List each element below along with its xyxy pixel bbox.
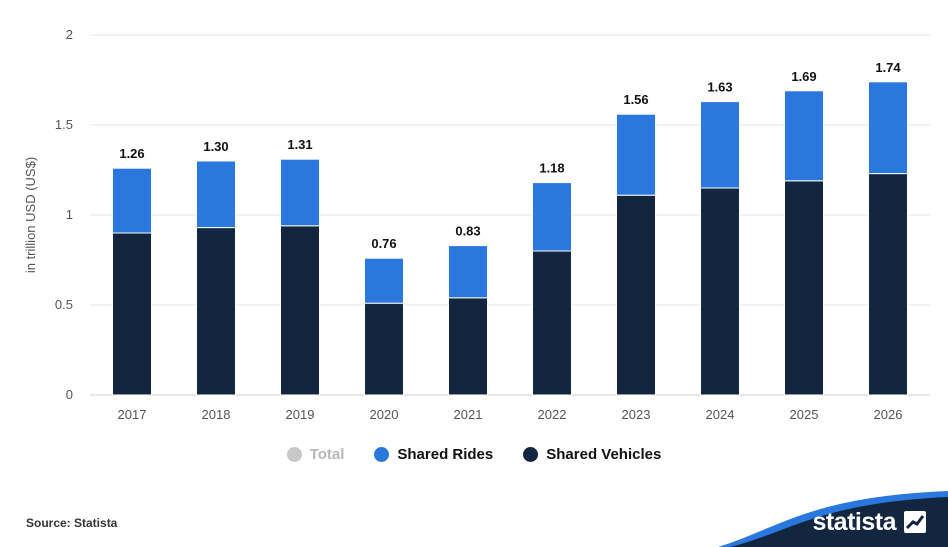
statista-logo-icon [904,511,926,533]
brand-logo-text: statista [812,508,896,536]
total-data-label: 1.69 [791,69,816,84]
bar-shared-vehicles-2021 [448,297,488,396]
total-data-label: 1.30 [203,139,228,154]
total-data-label: 1.74 [875,60,901,75]
legend-item-shared-vehicles[interactable]: Shared Vehicles [523,446,661,463]
legend-shared-vehicles-dot [523,447,539,462]
y-axis-label: in trillion USD (US$) [23,157,38,273]
total-data-label: 0.83 [455,224,480,239]
x-tick-label: 2017 [118,407,147,422]
bar-shared-rides-2017 [112,167,152,234]
x-tick-label: 2026 [874,407,903,422]
bar-shared-vehicles-2025 [784,180,824,396]
bar-shared-rides-2019 [280,158,320,227]
x-tick-label: 2022 [538,407,567,422]
legend-shared-vehicles-label: Shared Vehicles [546,446,662,463]
y-tick-label: 2 [66,27,73,42]
legend-total-dot [286,447,302,462]
x-tick-label: 2019 [286,407,315,422]
legend-item-shared-rides[interactable]: Shared Rides [374,446,493,463]
total-data-label: 0.76 [371,236,396,251]
bar-shared-rides-2020 [364,257,404,304]
bar-shared-vehicles-2024 [700,187,740,396]
x-tick-label: 2018 [202,407,231,422]
x-tick-label: 2021 [454,407,483,422]
y-tick-label: 0.5 [55,297,73,312]
x-tick-label: 2025 [790,407,819,422]
bar-shared-vehicles-2017 [112,232,152,396]
total-data-label: 1.56 [623,92,648,107]
x-tick-label: 2024 [706,407,735,422]
bar-shared-rides-2026 [868,81,908,175]
x-tick-label: 2023 [622,407,651,422]
bar-shared-rides-2022 [532,182,572,252]
bar-shared-rides-2018 [196,160,236,229]
legend-total-label: Total [309,446,345,463]
bar-shared-vehicles-2020 [364,302,404,396]
bar-shared-rides-2021 [448,245,488,299]
bar-shared-vehicles-2023 [616,194,656,396]
legend-item-total[interactable]: Total [286,446,345,463]
y-tick-label: 1.5 [55,117,73,132]
total-data-label: 1.63 [707,80,732,95]
bar-shared-rides-2025 [784,90,824,182]
bar-shared-rides-2023 [616,113,656,196]
statista-brand[interactable]: statista [718,489,948,547]
bar-shared-vehicles-2019 [280,225,320,396]
total-data-label: 1.26 [119,146,144,161]
legend: Total Shared Rides Shared Vehicles [0,446,948,463]
brand-background [718,491,948,547]
legend-shared-rides-label: Shared Rides [397,446,494,463]
chart: 0 0.5 1 1.5 2 in trillion USD (US$) 1.26 2017 1.… [23,27,930,422]
bar-shared-rides-2024 [700,101,740,189]
x-tick-label: 2020 [370,407,399,422]
legend-shared-rides-dot [374,447,390,462]
bar-shared-vehicles-2026 [868,173,908,396]
total-data-label: 1.31 [287,137,312,152]
bar-shared-vehicles-2018 [196,227,236,396]
source-note: Source: Statista [26,516,118,530]
total-data-label: 1.18 [539,161,564,176]
y-tick-label: 0 [66,387,73,402]
bar-shared-vehicles-2022 [532,250,572,396]
y-tick-label: 1 [66,207,73,222]
